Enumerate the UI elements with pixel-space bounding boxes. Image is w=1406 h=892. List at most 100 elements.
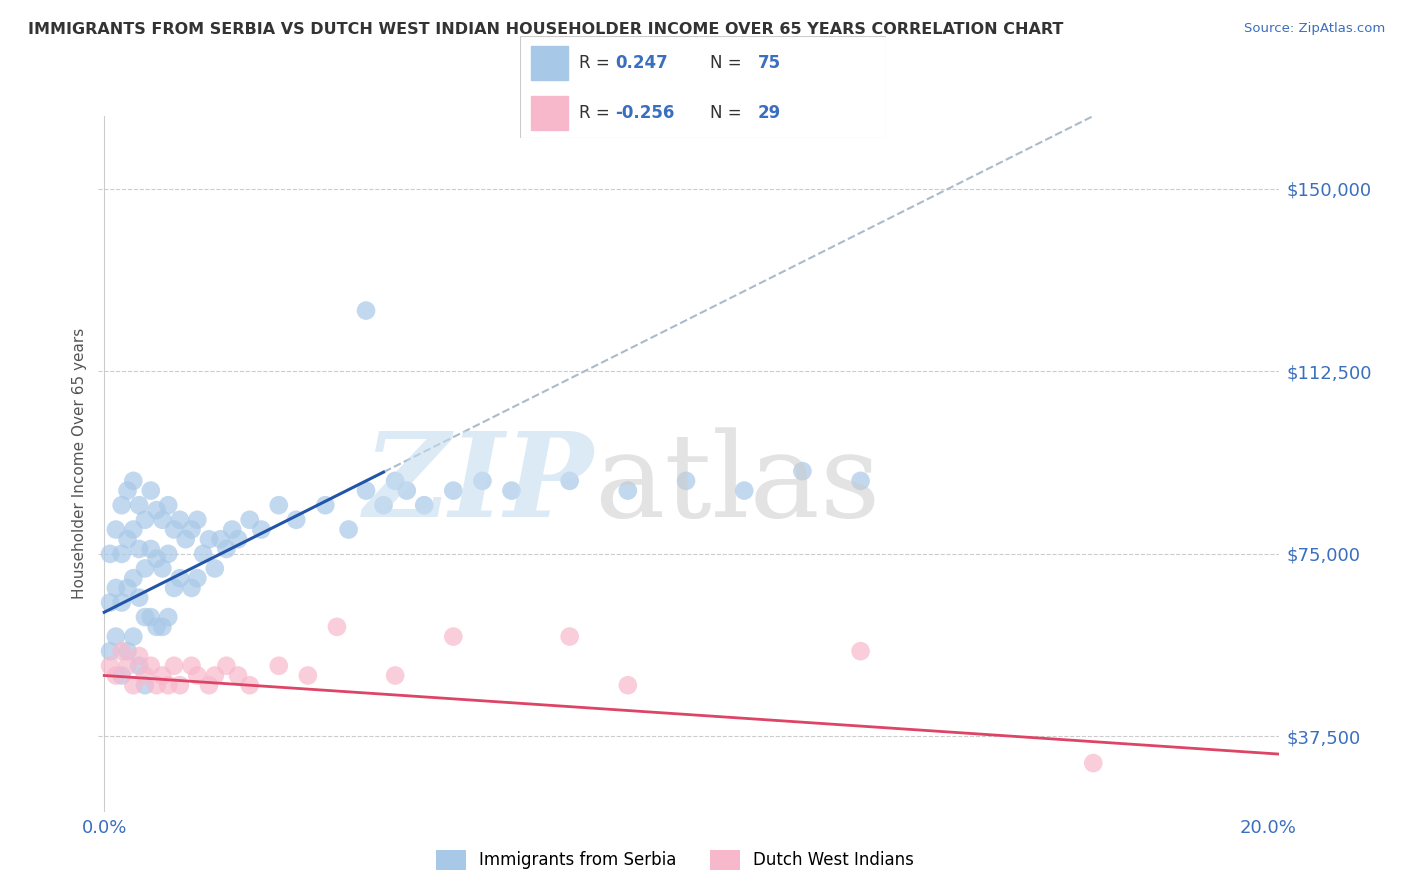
Point [617, 678, 640, 692]
Point [128, 541, 150, 556]
Point [180, 658, 202, 673]
Point [139, 541, 162, 556]
Point [1083, 756, 1105, 770]
Legend: Immigrants from Serbia, Dutch West Indians: Immigrants from Serbia, Dutch West India… [429, 843, 921, 877]
Point [413, 498, 436, 512]
Point [239, 678, 262, 692]
Point [297, 668, 319, 682]
Point [373, 498, 395, 512]
Point [117, 644, 139, 658]
FancyBboxPatch shape [520, 36, 886, 138]
Text: IMMIGRANTS FROM SERBIA VS DUTCH WEST INDIAN HOUSEHOLDER INCOME OVER 65 YEARS COR: IMMIGRANTS FROM SERBIA VS DUTCH WEST IND… [28, 22, 1063, 37]
Point [134, 561, 156, 575]
Point [122, 523, 145, 537]
Point [186, 513, 208, 527]
Point [733, 483, 755, 498]
Point [139, 610, 162, 624]
Point [501, 483, 523, 498]
Text: N =: N = [710, 104, 747, 122]
Point [226, 533, 249, 547]
Point [128, 498, 150, 512]
Bar [531, 45, 568, 79]
Y-axis label: Householder Income Over 65 years: Householder Income Over 65 years [72, 328, 87, 599]
Point [152, 561, 174, 575]
Point [157, 678, 180, 692]
Point [104, 581, 127, 595]
Point [134, 668, 156, 682]
Point [111, 595, 134, 609]
Text: 75: 75 [758, 54, 780, 72]
Text: 0.247: 0.247 [616, 54, 668, 72]
Point [354, 303, 377, 318]
Point [180, 523, 202, 537]
Point [145, 678, 167, 692]
Text: R =: R = [579, 54, 614, 72]
Point [139, 658, 162, 673]
Point [117, 483, 139, 498]
Text: 29: 29 [758, 104, 782, 122]
Point [395, 483, 418, 498]
Point [441, 630, 464, 644]
Text: ZIP: ZIP [364, 427, 595, 542]
Point [117, 658, 139, 673]
Point [122, 678, 145, 692]
Point [326, 620, 349, 634]
Point [267, 498, 290, 512]
Point [169, 678, 191, 692]
Point [128, 658, 150, 673]
Point [198, 678, 221, 692]
Point [215, 658, 238, 673]
Point [128, 591, 150, 605]
Point [204, 668, 226, 682]
Point [134, 513, 156, 527]
Point [98, 595, 121, 609]
Point [558, 474, 581, 488]
Point [174, 533, 197, 547]
Point [215, 541, 238, 556]
Point [152, 668, 174, 682]
Point [169, 513, 191, 527]
Point [111, 668, 134, 682]
Point [384, 668, 406, 682]
Point [849, 474, 872, 488]
Point [221, 523, 243, 537]
Point [163, 581, 186, 595]
Point [471, 474, 494, 488]
Point [239, 513, 262, 527]
Point [314, 498, 336, 512]
Point [122, 630, 145, 644]
Point [849, 644, 872, 658]
Point [157, 498, 180, 512]
Point [98, 644, 121, 658]
Point [163, 658, 186, 673]
Bar [531, 96, 568, 130]
Point [180, 581, 202, 595]
Point [617, 483, 640, 498]
Point [354, 483, 377, 498]
Point [122, 474, 145, 488]
Point [792, 464, 814, 478]
Point [558, 630, 581, 644]
Point [98, 547, 121, 561]
Point [128, 648, 150, 663]
Point [145, 503, 167, 517]
Point [226, 668, 249, 682]
Point [157, 547, 180, 561]
Text: R =: R = [579, 104, 614, 122]
Point [337, 523, 360, 537]
Point [441, 483, 464, 498]
Point [152, 620, 174, 634]
Point [198, 533, 221, 547]
Point [98, 658, 121, 673]
Point [209, 533, 232, 547]
Point [104, 523, 127, 537]
Point [163, 523, 186, 537]
Point [186, 571, 208, 585]
Point [111, 644, 134, 658]
Point [169, 571, 191, 585]
Point [152, 513, 174, 527]
Point [111, 547, 134, 561]
Point [186, 668, 208, 682]
Point [104, 630, 127, 644]
Point [384, 474, 406, 488]
